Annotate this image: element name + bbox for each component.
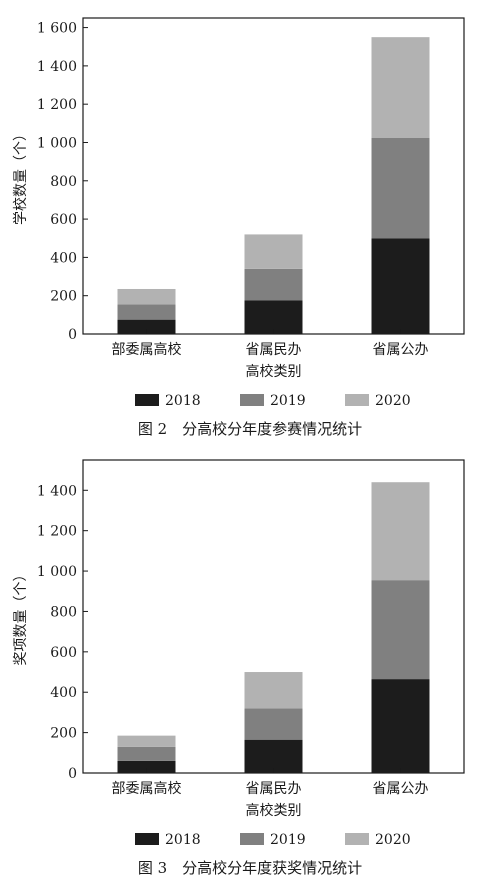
bar-segment-2019 xyxy=(371,137,430,239)
bar-segment-2019 xyxy=(371,580,430,680)
chart-svg-participation: 0 200 400 600 800 1 000 1 200 1 400 1 600 部委属高校 省属… xyxy=(12,17,465,438)
legend-swatch-2018 xyxy=(135,833,159,845)
y-tick-label: 1 200 xyxy=(37,97,77,113)
y-tick-label: 1 600 xyxy=(37,21,77,37)
y-tick-label: 1 000 xyxy=(37,564,77,580)
y-tick-label: 1 400 xyxy=(37,483,77,499)
chart-svg-awards: 0 200 400 600 800 1 000 1 200 1 400 部委属高校 省属民办 省属公… xyxy=(12,459,465,877)
bar-segment-2019 xyxy=(117,304,176,320)
x-axis-title: 高校类别 xyxy=(246,802,302,819)
bar-segment-2018 xyxy=(244,300,303,334)
x-category-label: 省属公办 xyxy=(373,781,429,797)
legend-label-2019: 2019 xyxy=(270,393,306,409)
y-tick-label: 0 xyxy=(68,766,77,782)
y-tick-label: 600 xyxy=(50,212,77,228)
legend-label-2018: 2018 xyxy=(165,832,201,848)
bar-segment-2019 xyxy=(244,708,303,740)
bar-segment-2018 xyxy=(117,319,176,334)
legend-swatch-2020 xyxy=(345,394,369,406)
x-category-label: 省属公办 xyxy=(373,342,429,358)
legend-label-2020: 2020 xyxy=(375,393,411,409)
y-axis-title: 奖项数量（个） xyxy=(12,568,29,666)
bar-segment-2020 xyxy=(117,288,176,305)
legend-label-2019: 2019 xyxy=(270,832,306,848)
y-tick-label: 1 400 xyxy=(37,59,77,75)
legend-swatch-2019 xyxy=(240,833,264,845)
y-tick-label: 400 xyxy=(50,685,77,701)
figure-caption: 图 2 分高校分年度参赛情况统计 xyxy=(138,420,362,438)
bar-segment-2020 xyxy=(244,234,303,269)
legend-label-2018: 2018 xyxy=(165,393,201,409)
x-category-label: 部委属高校 xyxy=(112,341,182,358)
y-tick-label: 200 xyxy=(50,726,77,742)
y-tick-label: 1 000 xyxy=(37,135,77,151)
legend-swatch-2018 xyxy=(135,394,159,406)
bar-segment-2020 xyxy=(117,735,176,747)
bar-segment-2018 xyxy=(371,238,430,334)
legend-label-2020: 2020 xyxy=(375,832,411,848)
bar-segment-2020 xyxy=(244,672,303,709)
y-tick-label: 1 200 xyxy=(37,524,77,540)
bar-segment-2019 xyxy=(117,746,176,761)
bar-segment-2020 xyxy=(371,482,430,581)
bar-segment-2018 xyxy=(117,760,176,773)
legend-swatch-2020 xyxy=(345,833,369,845)
y-tick-label: 600 xyxy=(50,645,77,661)
x-category-label: 部委属高校 xyxy=(112,780,182,797)
chart-figure-2: 0 200 400 600 800 1 000 1 200 1 400 1 600 部委属高校 省属… xyxy=(12,17,465,438)
x-category-label: 省属民办 xyxy=(246,342,302,358)
chart-figure-3: 0 200 400 600 800 1 000 1 200 1 400 部委属高校 省属民办 省属公… xyxy=(0,450,500,883)
y-tick-label: 0 xyxy=(68,327,77,343)
x-category-label: 省属民办 xyxy=(246,781,302,797)
y-axis-title: 学校数量（个） xyxy=(12,127,29,225)
y-tick-label: 800 xyxy=(50,174,77,190)
y-tick-label: 400 xyxy=(50,250,77,266)
bar-segment-2018 xyxy=(371,679,430,773)
bar-segment-2019 xyxy=(244,268,303,301)
bar-segment-2020 xyxy=(371,37,430,138)
figure-caption: 图 3 分高校分年度获奖情况统计 xyxy=(138,859,362,877)
x-axis-title: 高校类别 xyxy=(246,363,302,380)
y-tick-label: 800 xyxy=(50,604,77,620)
bar-segment-2018 xyxy=(244,739,303,773)
y-tick-label: 200 xyxy=(50,289,77,305)
legend-swatch-2019 xyxy=(240,394,264,406)
